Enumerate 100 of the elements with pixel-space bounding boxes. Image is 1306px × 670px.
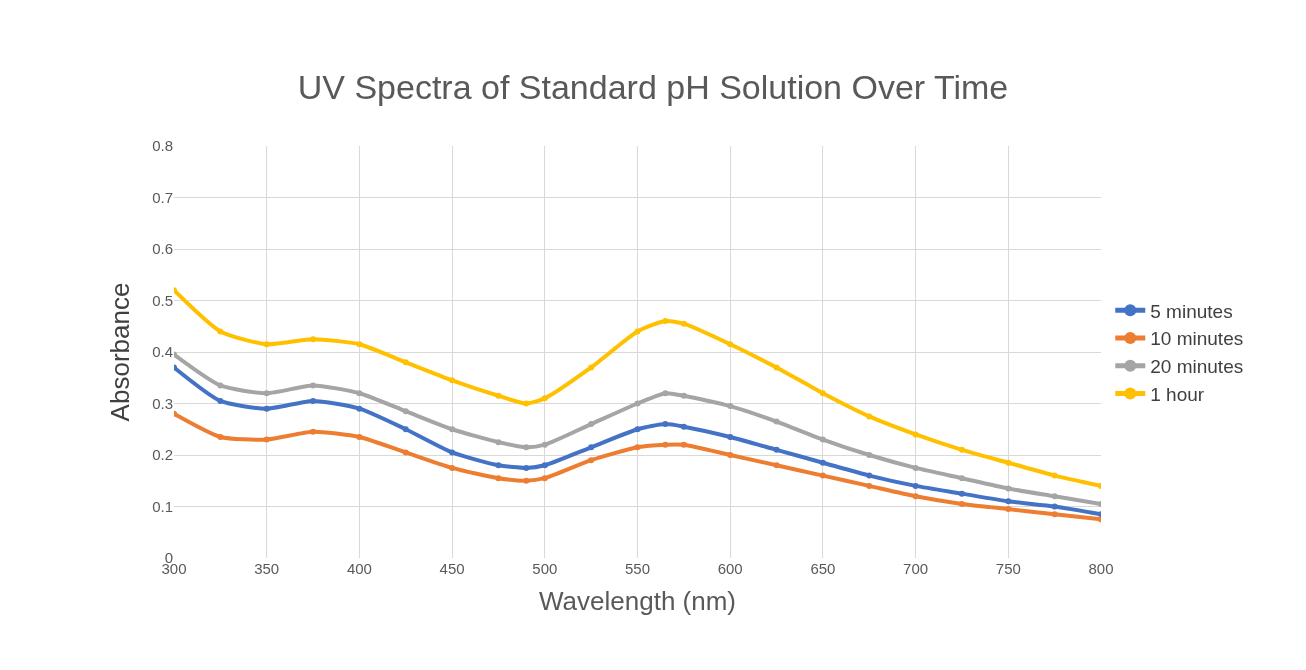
point: [588, 421, 595, 428]
point: [588, 457, 595, 464]
point: [866, 452, 873, 458]
point: [263, 405, 270, 412]
legend-label: 10 minutes: [1150, 328, 1244, 350]
point: [866, 482, 873, 489]
point: [449, 377, 456, 384]
point: [912, 482, 919, 489]
point: [1051, 511, 1058, 518]
point: [1005, 498, 1012, 505]
point: [680, 320, 687, 327]
x-tick-label: 550: [624, 560, 651, 577]
point: [495, 462, 502, 469]
legend-label: 20 minutes: [1150, 356, 1244, 378]
point: [402, 426, 409, 433]
point: [217, 382, 224, 389]
point: [1005, 459, 1012, 466]
point: [634, 426, 641, 433]
point: [217, 328, 224, 335]
point: [727, 452, 734, 458]
point: [727, 341, 734, 348]
point: [310, 382, 317, 389]
point: [958, 490, 965, 497]
point: [310, 428, 317, 435]
point: [310, 336, 317, 343]
x-tick-label: 600: [717, 560, 743, 577]
point: [958, 475, 965, 482]
point: [495, 392, 502, 399]
point: [523, 444, 530, 451]
point: [217, 433, 224, 440]
y-tick-label: 0.2: [152, 446, 173, 464]
point: [819, 459, 826, 466]
point: [495, 439, 502, 446]
point: [866, 472, 873, 479]
point: [680, 423, 687, 430]
point: [263, 341, 270, 348]
point: [662, 441, 669, 448]
point: [819, 472, 826, 479]
line-series: [174, 410, 1101, 523]
point: [310, 397, 317, 404]
point: [819, 390, 826, 397]
point: [541, 462, 548, 469]
point: [541, 395, 548, 402]
point: [958, 446, 965, 453]
y-tick-label: 0.7: [152, 188, 173, 206]
point: [662, 318, 669, 325]
point: [912, 431, 919, 438]
point: [912, 464, 919, 471]
point: [1051, 493, 1058, 500]
x-tick-label: 350: [254, 560, 280, 577]
point: [634, 444, 641, 451]
point: [523, 400, 530, 407]
y-tick-label: 0.1: [152, 497, 173, 515]
point: [402, 449, 409, 456]
point: [402, 359, 409, 366]
point: [727, 433, 734, 440]
point: [449, 464, 456, 471]
point: [356, 433, 363, 440]
x-axis-title: Wavelength (nm): [539, 585, 736, 616]
y-tick-label: 0.3: [152, 394, 173, 412]
x-tick-label: 750: [995, 560, 1021, 577]
point: [773, 446, 780, 453]
x-tick-label: 700: [903, 560, 929, 577]
x-tick-label: 650: [810, 560, 836, 577]
point: [263, 390, 270, 397]
point: [912, 493, 919, 500]
point: [449, 426, 456, 433]
point: [356, 390, 363, 397]
point: [819, 436, 826, 443]
legend-label: 1 hour: [1150, 383, 1205, 405]
point: [1005, 506, 1012, 513]
y-tick-label: 0.4: [152, 343, 173, 361]
point: [634, 328, 641, 335]
point: [680, 441, 687, 448]
point: [402, 408, 409, 415]
point: [217, 397, 224, 404]
x-tick-label: 800: [1088, 560, 1114, 577]
point: [727, 403, 734, 410]
y-tick-label: 0.6: [152, 240, 173, 258]
x-tick-label: 500: [532, 560, 558, 577]
point: [680, 392, 687, 399]
point: [773, 418, 780, 425]
point: [662, 421, 669, 428]
point: [773, 462, 780, 469]
point: [449, 449, 456, 456]
point: [634, 400, 641, 407]
point: [588, 364, 595, 371]
point: [541, 441, 548, 448]
point: [356, 405, 363, 412]
y-tick-label: 0.5: [152, 291, 173, 309]
point: [1051, 503, 1058, 510]
y-tick-label: 0.8: [152, 137, 173, 155]
point: [1051, 472, 1058, 479]
point: [958, 500, 965, 507]
point: [541, 475, 548, 482]
point: [495, 475, 502, 482]
point: [588, 444, 595, 451]
point: [523, 477, 530, 484]
point: [662, 390, 669, 397]
point: [866, 413, 873, 420]
